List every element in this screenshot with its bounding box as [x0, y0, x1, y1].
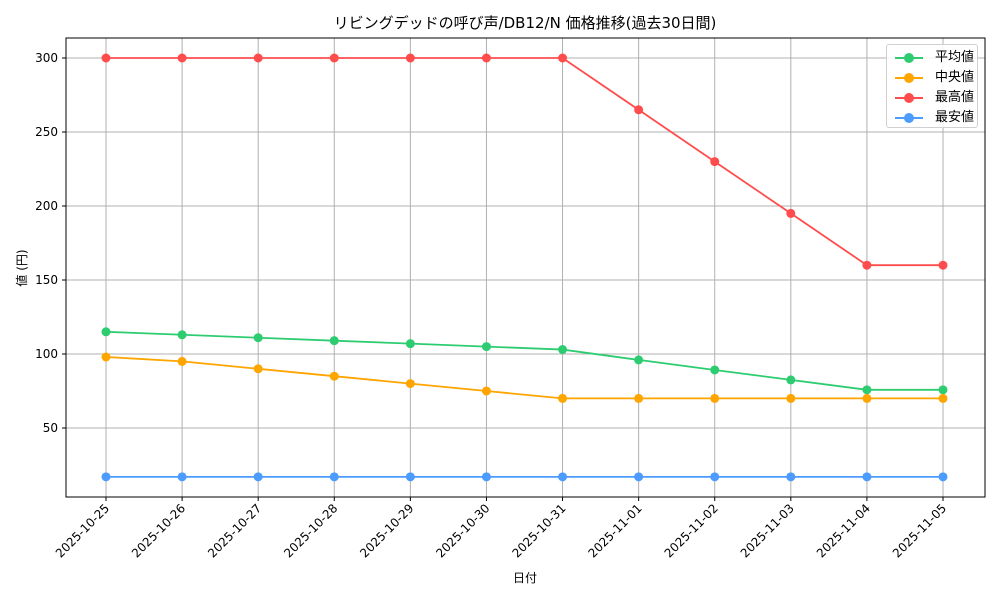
data-point-marker [862, 393, 872, 403]
data-point-marker [405, 339, 415, 349]
data-point-marker [938, 385, 948, 395]
data-point-marker [558, 393, 568, 403]
data-point-marker [786, 208, 796, 218]
data-point-marker [253, 53, 263, 63]
legend-label: 平均値 [935, 50, 975, 65]
x-tick-label: 2025-11-03 [738, 501, 797, 560]
x-tick-label: 2025-11-02 [662, 501, 721, 560]
legend-marker-icon [904, 53, 914, 63]
data-point-marker [253, 364, 263, 374]
x-tick-label: 2025-11-01 [586, 501, 645, 560]
series-line [105, 330, 943, 391]
data-point-marker [177, 330, 187, 340]
x-tick-label: 2025-10-30 [433, 501, 492, 560]
x-tick-label: 2025-10-28 [281, 501, 340, 560]
data-point-marker [101, 327, 111, 337]
y-tick-label: 250 [35, 125, 58, 139]
legend-label: 最安値 [935, 110, 975, 125]
data-point-marker [253, 472, 263, 482]
data-point-marker [786, 472, 796, 482]
data-point-marker [481, 472, 491, 482]
data-point-marker [177, 356, 187, 366]
data-point-marker [329, 371, 339, 381]
data-point-marker [710, 393, 720, 403]
x-tick-label: 2025-11-04 [814, 501, 873, 560]
data-point-marker [862, 385, 872, 395]
x-axis: 2025-10-25 2025-10-26 2025-10-27 2025-10-28… [53, 497, 949, 560]
x-tick-label: 2025-10-29 [357, 501, 416, 560]
data-point-marker [177, 472, 187, 482]
data-point-marker [177, 53, 187, 63]
y-tick-label: 200 [35, 199, 58, 213]
legend-item-min: 最安値 [887, 108, 977, 128]
data-point-marker [481, 53, 491, 63]
chart-legend: 平均値 中央値 最高値 最安値 [886, 44, 978, 128]
x-tick-label: 2025-10-31 [509, 501, 568, 560]
y-axis: 50 100 150 200 250 300 [35, 51, 66, 435]
x-tick-label: 2025-11-05 [890, 501, 949, 560]
data-point-marker [405, 472, 415, 482]
data-point-marker [634, 472, 644, 482]
chart-title: リビングデッドの呼び声/DB12/N 価格推移(過去30日間) [334, 14, 717, 32]
data-point-marker [101, 352, 111, 362]
legend-marker-icon [904, 113, 914, 123]
legend-label: 中央値 [935, 70, 975, 85]
data-point-marker [862, 472, 872, 482]
x-tick-label: 2025-10-27 [205, 501, 264, 560]
data-point-marker [634, 393, 644, 403]
data-point-marker [329, 53, 339, 63]
legend-marker-icon [904, 93, 914, 103]
x-tick-label: 2025-10-26 [129, 501, 188, 560]
data-point-marker [329, 472, 339, 482]
data-point-marker [481, 386, 491, 396]
data-point-marker [710, 157, 720, 167]
series-line [106, 57, 943, 267]
data-point-marker [558, 345, 568, 355]
data-point-marker [329, 336, 339, 346]
x-axis-label: 日付 [513, 571, 537, 585]
legend-item-median: 中央値 [887, 68, 977, 88]
data-point-marker [405, 53, 415, 63]
y-tick-label: 300 [35, 51, 58, 65]
grid-lines [66, 38, 985, 497]
y-axis-label: 値 (円) [14, 249, 29, 286]
data-point-marker [786, 393, 796, 403]
y-tick-label: 100 [35, 347, 58, 361]
data-point-marker [253, 333, 263, 343]
data-point-marker [101, 53, 111, 63]
data-point-marker [862, 260, 872, 270]
data-point-marker [710, 472, 720, 482]
data-point-marker [481, 342, 491, 352]
x-tick-label: 2025-10-25 [53, 501, 112, 560]
data-point-marker [938, 472, 948, 482]
series-lines [101, 53, 948, 482]
legend-item-average: 平均値 [887, 48, 977, 68]
legend-item-max: 最高値 [887, 88, 977, 108]
data-point-marker [634, 355, 644, 365]
series-line [105, 356, 943, 400]
data-point-marker [938, 393, 948, 403]
y-tick-label: 150 [35, 273, 58, 287]
plot-area-frame [65, 37, 986, 498]
data-point-marker [405, 379, 415, 389]
data-point-marker [938, 260, 948, 270]
data-point-marker [558, 53, 568, 63]
legend-label: 最高値 [935, 90, 975, 105]
data-point-marker [786, 375, 796, 385]
data-point-marker [558, 472, 568, 482]
legend-marker-icon [904, 73, 914, 83]
y-tick-label: 50 [43, 421, 58, 435]
data-point-marker [634, 105, 644, 115]
data-point-marker [710, 365, 720, 375]
data-point-marker [101, 472, 111, 482]
